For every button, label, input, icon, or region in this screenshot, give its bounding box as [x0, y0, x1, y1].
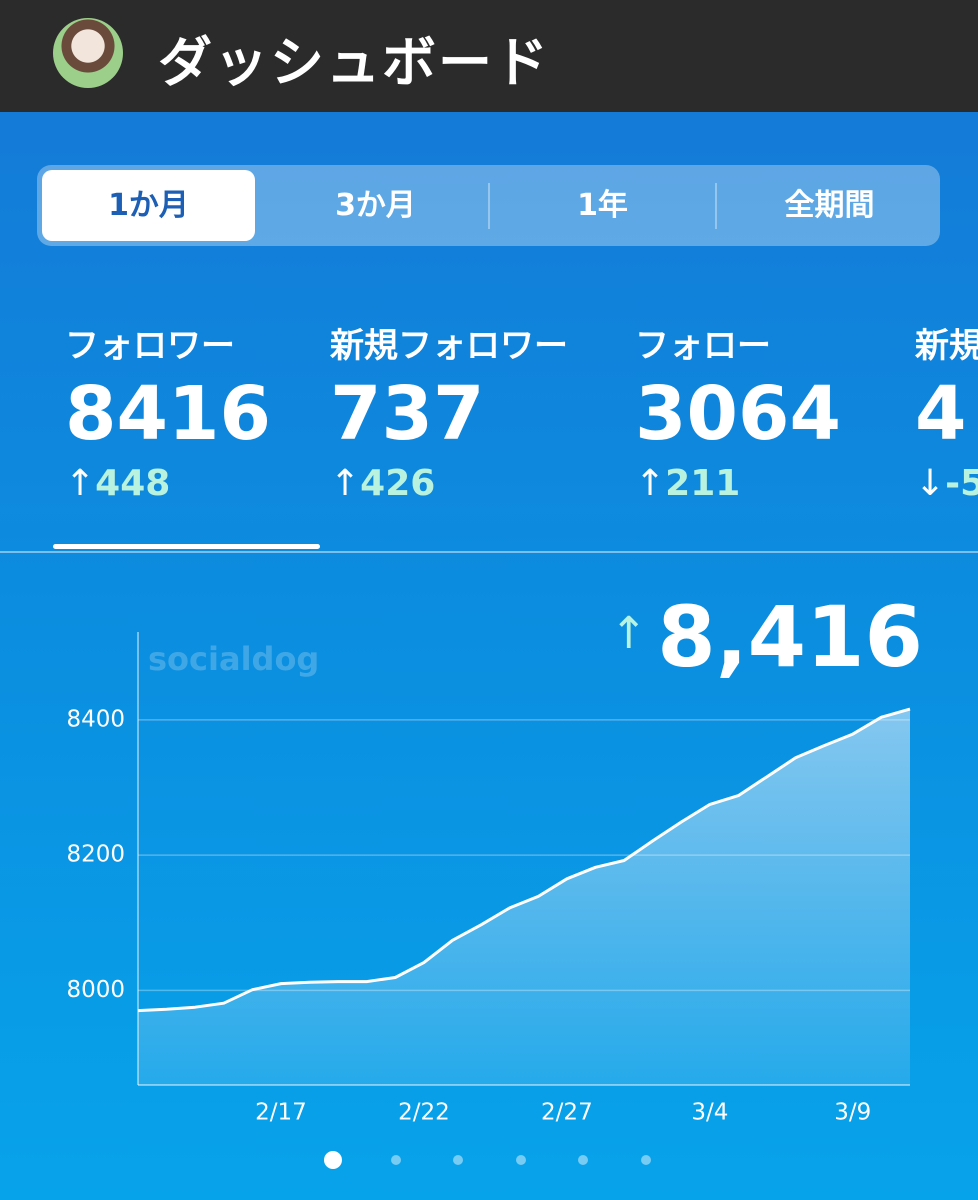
period-tab[interactable]: 3か月	[335, 188, 416, 223]
stat-change: ↑211	[635, 463, 841, 504]
summary: ↑ 8,416	[610, 588, 923, 686]
selected-indicator	[53, 544, 320, 549]
stat-card[interactable]: 新規 4 ↓-5	[915, 318, 978, 504]
change-arrow: ↓	[915, 463, 946, 504]
page-dot[interactable]	[578, 1155, 588, 1165]
stat-value: 4	[915, 371, 967, 457]
change-value: 448	[95, 463, 171, 504]
stat-card[interactable]: フォロワー 8416 ↑448	[65, 318, 271, 504]
stat-label: フォロワー	[65, 326, 235, 366]
page-title: ダッシュボード	[158, 31, 550, 94]
x-tick-label: 2/17	[255, 1100, 307, 1126]
period-tab[interactable]: 1年	[577, 188, 628, 223]
y-tick-label: 8000	[66, 977, 125, 1003]
x-tick-label: 3/4	[691, 1100, 728, 1126]
tab-separator	[488, 183, 490, 229]
y-tick-label: 8200	[66, 842, 125, 868]
summary-value: 8,416	[657, 588, 923, 686]
area-fill	[138, 709, 910, 1085]
divider	[0, 551, 978, 553]
period-tab[interactable]: 1か月	[42, 170, 255, 241]
stat-label: フォロー	[635, 326, 771, 366]
page-dot[interactable]	[641, 1155, 651, 1165]
page-dot[interactable]	[453, 1155, 463, 1165]
avatar[interactable]	[53, 18, 123, 88]
y-tick-label: 8400	[66, 706, 125, 732]
page-dot[interactable]	[324, 1151, 342, 1169]
stat-value: 8416	[65, 371, 271, 457]
header: ダッシュボード	[0, 0, 978, 112]
change-value: -5	[945, 463, 978, 504]
summary-arrow: ↑	[610, 608, 648, 659]
watermark: socialdog	[148, 640, 320, 678]
stat-value: 3064	[635, 371, 841, 457]
page-dot[interactable]	[391, 1155, 401, 1165]
stat-change: ↑448	[65, 463, 271, 504]
stat-value: 737	[330, 371, 485, 457]
period-tabs: 1か月 3か月 1年 全期間	[37, 165, 940, 246]
stat-card[interactable]: 新規フォロワー 737 ↑426	[330, 318, 568, 504]
tab-separator	[715, 183, 717, 229]
change-arrow: ↑	[635, 463, 666, 504]
change-arrow: ↑	[330, 463, 361, 504]
stat-card[interactable]: フォロー 3064 ↑211	[635, 318, 841, 504]
stat-label: 新規フォロワー	[330, 326, 568, 366]
x-tick-label: 2/27	[541, 1100, 593, 1126]
x-tick-label: 3/9	[834, 1100, 871, 1126]
stat-label: 新規	[915, 326, 978, 366]
change-value: 211	[665, 463, 741, 504]
change-arrow: ↑	[65, 463, 96, 504]
period-tab[interactable]: 全期間	[784, 188, 875, 223]
line	[137, 707, 911, 1013]
stat-change: ↑426	[330, 463, 568, 504]
page-dot[interactable]	[516, 1155, 526, 1165]
stat-change: ↓-5	[915, 463, 978, 504]
change-value: 426	[360, 463, 436, 504]
x-tick-label: 2/22	[398, 1100, 450, 1126]
